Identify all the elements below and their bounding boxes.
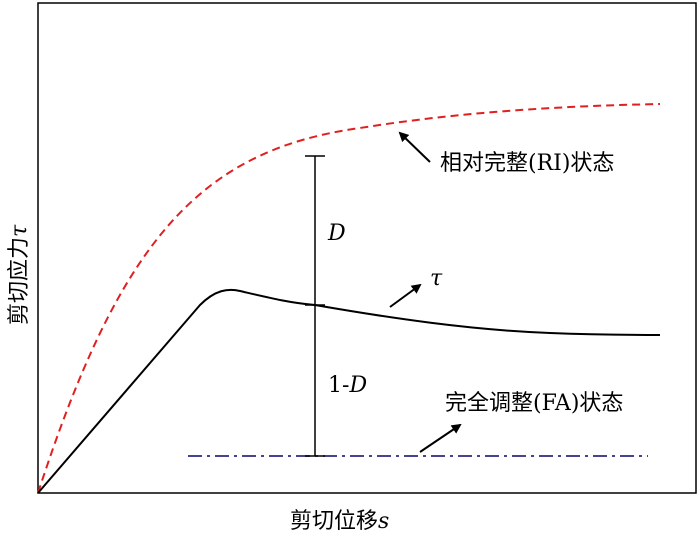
x-axis-label: 剪切位移s [290, 509, 389, 534]
ri-label: 相对完整(RI)状态 [440, 151, 614, 176]
plot-frame [37, 2, 697, 494]
one-minus-symbol: D [348, 373, 367, 398]
x-axis-symbol: s [378, 509, 389, 534]
one-minus-prefix: 1- [328, 373, 349, 398]
y-axis-label: 剪切应力τ [7, 224, 32, 325]
tau-arrow [389, 283, 422, 308]
d-label: D [327, 221, 346, 246]
ri-curve [37, 103, 661, 494]
y-axis-text: 剪切应力 [7, 237, 32, 325]
fa-label: 完全调整(FA)状态 [445, 391, 623, 416]
fa-arrow [419, 423, 462, 453]
y-axis-symbol: τ [7, 224, 32, 237]
ri-arrow [398, 131, 431, 163]
tau-label: τ [430, 266, 443, 291]
one-minus-d-label: 1-D [328, 373, 367, 398]
tau-curve [37, 288, 661, 494]
x-axis-text: 剪切位移 [290, 509, 378, 534]
